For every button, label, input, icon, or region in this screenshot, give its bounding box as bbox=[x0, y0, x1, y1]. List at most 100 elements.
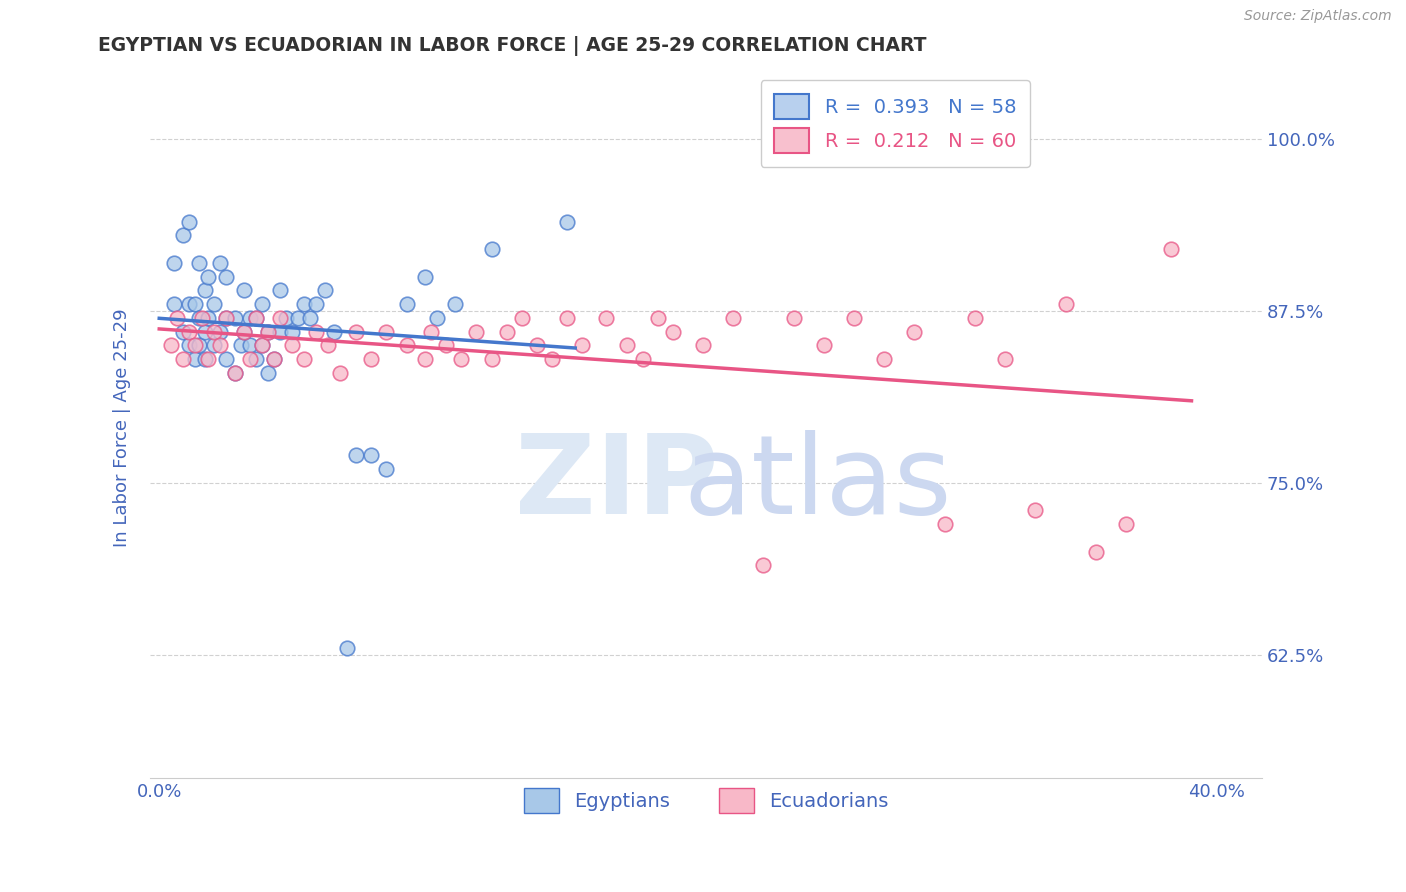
Point bbox=[963, 310, 986, 325]
Point bbox=[187, 256, 209, 270]
Point bbox=[692, 338, 714, 352]
Point bbox=[281, 325, 304, 339]
Point bbox=[257, 366, 280, 380]
Point bbox=[335, 640, 357, 655]
Point bbox=[329, 366, 352, 380]
Point bbox=[1084, 544, 1107, 558]
Point bbox=[172, 325, 194, 339]
Point bbox=[1024, 503, 1046, 517]
Point bbox=[224, 366, 246, 380]
Point bbox=[813, 338, 835, 352]
Point bbox=[481, 242, 503, 256]
Point bbox=[360, 448, 382, 462]
Point bbox=[662, 325, 685, 339]
Point bbox=[374, 462, 396, 476]
Point bbox=[257, 325, 280, 339]
Point bbox=[184, 352, 207, 367]
Point bbox=[202, 297, 225, 311]
Point bbox=[269, 325, 291, 339]
Point bbox=[179, 297, 201, 311]
Point bbox=[344, 448, 367, 462]
Point bbox=[190, 310, 212, 325]
Point bbox=[934, 516, 956, 531]
Text: atlas: atlas bbox=[683, 431, 952, 537]
Point bbox=[420, 325, 443, 339]
Point bbox=[631, 352, 654, 367]
Point bbox=[395, 338, 418, 352]
Text: EGYPTIAN VS ECUADORIAN IN LABOR FORCE | AGE 25-29 CORRELATION CHART: EGYPTIAN VS ECUADORIAN IN LABOR FORCE | … bbox=[98, 36, 927, 55]
Point bbox=[541, 352, 564, 367]
Point bbox=[172, 228, 194, 243]
Point bbox=[250, 338, 273, 352]
Point bbox=[202, 325, 225, 339]
Point bbox=[721, 310, 744, 325]
Point bbox=[1115, 516, 1137, 531]
Point bbox=[413, 352, 436, 367]
Point bbox=[224, 310, 246, 325]
Point bbox=[193, 352, 215, 367]
Point bbox=[842, 310, 865, 325]
Point bbox=[647, 310, 669, 325]
Point bbox=[782, 310, 804, 325]
Text: Source: ZipAtlas.com: Source: ZipAtlas.com bbox=[1244, 9, 1392, 23]
Point bbox=[250, 297, 273, 311]
Point bbox=[257, 325, 280, 339]
Point bbox=[426, 310, 449, 325]
Point bbox=[163, 256, 186, 270]
Point bbox=[305, 297, 328, 311]
Point bbox=[263, 352, 285, 367]
Point bbox=[281, 338, 304, 352]
Point bbox=[314, 284, 336, 298]
Legend: Egyptians, Ecuadorians: Egyptians, Ecuadorians bbox=[512, 776, 900, 824]
Point bbox=[323, 325, 346, 339]
Point bbox=[434, 338, 457, 352]
Point bbox=[444, 297, 467, 311]
Point bbox=[269, 310, 291, 325]
Point bbox=[224, 366, 246, 380]
Point bbox=[616, 338, 638, 352]
Point bbox=[571, 338, 593, 352]
Point bbox=[197, 310, 219, 325]
Point bbox=[903, 325, 925, 339]
Point bbox=[263, 352, 285, 367]
Point bbox=[232, 284, 254, 298]
Point bbox=[269, 284, 291, 298]
Point bbox=[215, 269, 238, 284]
Point bbox=[994, 352, 1017, 367]
Point bbox=[292, 352, 315, 367]
Point bbox=[413, 269, 436, 284]
Point bbox=[274, 310, 297, 325]
Point bbox=[595, 310, 617, 325]
Point bbox=[208, 325, 231, 339]
Point bbox=[555, 215, 578, 229]
Point bbox=[187, 338, 209, 352]
Point bbox=[1054, 297, 1077, 311]
Point bbox=[344, 325, 367, 339]
Point bbox=[187, 310, 209, 325]
Point bbox=[197, 269, 219, 284]
Point bbox=[166, 310, 188, 325]
Point bbox=[197, 352, 219, 367]
Point bbox=[193, 284, 215, 298]
Point bbox=[163, 297, 186, 311]
Point bbox=[208, 256, 231, 270]
Point bbox=[555, 310, 578, 325]
Point bbox=[873, 352, 896, 367]
Point bbox=[160, 338, 183, 352]
Point bbox=[215, 352, 238, 367]
Point bbox=[245, 352, 267, 367]
Point bbox=[179, 215, 201, 229]
Point bbox=[299, 310, 322, 325]
Point bbox=[215, 310, 238, 325]
Point bbox=[374, 325, 396, 339]
Point bbox=[395, 297, 418, 311]
Point bbox=[481, 352, 503, 367]
Point bbox=[229, 338, 252, 352]
Point bbox=[239, 338, 262, 352]
Point bbox=[215, 310, 238, 325]
Point bbox=[1160, 242, 1182, 256]
Point bbox=[318, 338, 340, 352]
Point bbox=[172, 352, 194, 367]
Point bbox=[208, 338, 231, 352]
Point bbox=[465, 325, 488, 339]
